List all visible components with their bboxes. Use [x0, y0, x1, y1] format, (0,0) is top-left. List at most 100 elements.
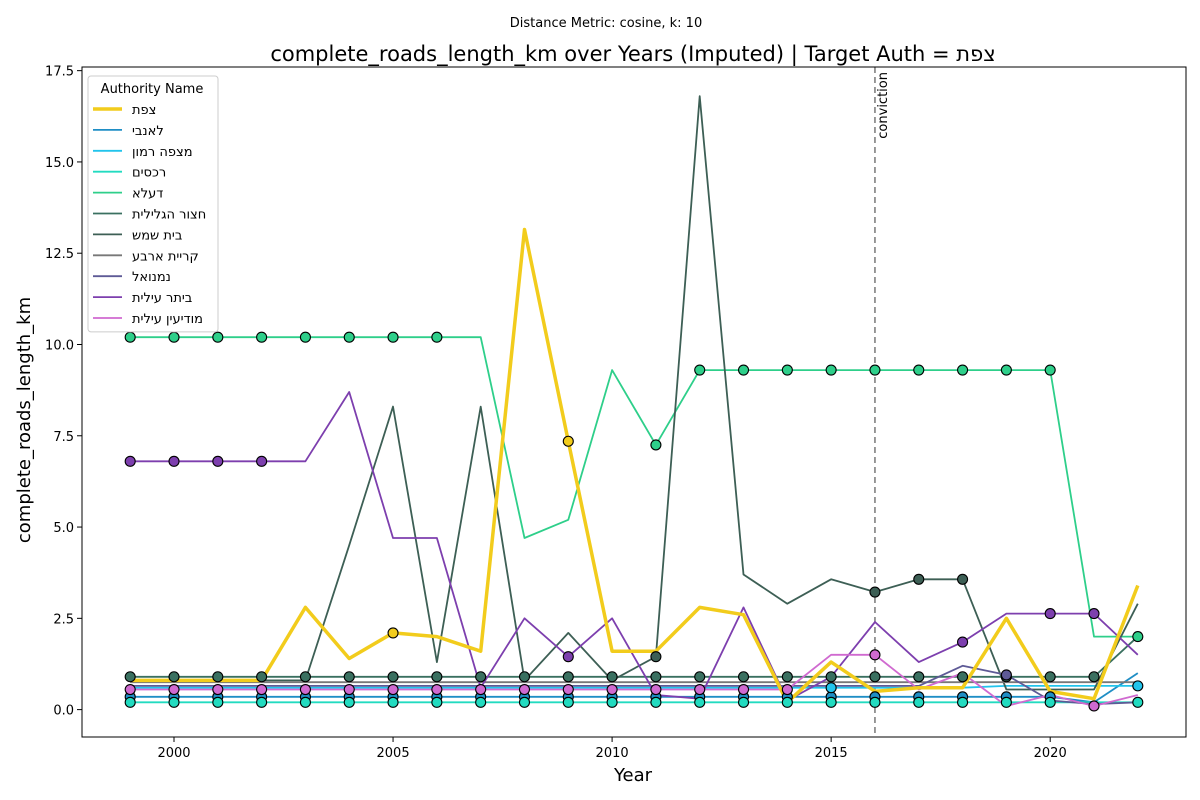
y-tick-label-6: 15.0	[45, 156, 74, 171]
imputed-point-10-2016	[869, 649, 881, 661]
imputed-point-4-2013	[737, 364, 750, 376]
imputed-point-3-2002	[256, 696, 268, 708]
imputed-point-10-2012	[694, 683, 706, 696]
imputed-point-3-2016	[869, 696, 881, 708]
series-line-6	[130, 95, 1139, 691]
legend-entry-3: רכסים	[132, 166, 166, 181]
imputed-point-5-2003	[299, 671, 311, 683]
imputed-point-10-2005	[387, 683, 399, 696]
imputed-point-6-2017	[913, 573, 925, 585]
imputed-point-4-2015	[825, 364, 837, 376]
imputed-point-10-2006	[431, 683, 443, 696]
imputed-point-3-2010	[606, 696, 618, 708]
imputed-point-4-2016	[869, 364, 881, 376]
imputed-point-9-2000	[168, 455, 180, 467]
imputed-point-3-2003	[299, 696, 311, 708]
imputed-point-10-2021	[1088, 700, 1100, 712]
imputed-point-3-2011	[650, 696, 662, 708]
imputed-point-10-1999	[124, 683, 136, 696]
legend-entry-5: חצור הגלילית	[132, 208, 206, 223]
imputed-point-10-2000	[168, 683, 180, 696]
series-line-9	[130, 391, 1139, 702]
series-line-2	[130, 685, 1138, 689]
series-line-8	[130, 664, 1138, 705]
x-tick-label-2005: 2005	[377, 746, 410, 761]
y-tick-label-3: 7.5	[53, 430, 74, 445]
imputed-point-5-2005	[387, 671, 399, 683]
conviction-label: conviction	[876, 72, 891, 139]
imputed-point-10-2014	[781, 683, 793, 696]
y-tick-label-1: 2.5	[53, 612, 74, 627]
imputed-point-5-2009	[562, 671, 574, 683]
imputed-point-5-2018	[957, 671, 969, 683]
imputed-point-9-2021	[1088, 608, 1100, 620]
imputed-point-2-2015	[825, 682, 837, 694]
x-tick-label-2010: 2010	[596, 746, 629, 761]
plot-area: conviction	[82, 67, 1186, 737]
imputed-point-3-2019	[1000, 696, 1012, 708]
x-axis-label: Year	[613, 765, 653, 786]
legend-entry-8: נמנואל	[132, 270, 171, 285]
chart-suptitle: Distance Metric: cosine, k: 10	[510, 16, 702, 31]
imputed-point-9-1999	[124, 455, 136, 467]
legend-box	[87, 75, 219, 333]
plot-background	[82, 67, 1186, 737]
imputed-point-5-2000	[168, 671, 180, 683]
imputed-point-3-2013	[737, 696, 750, 708]
imputed-point-4-2001	[212, 331, 224, 343]
plot-frame	[81, 66, 1187, 738]
imputed-point-0-2009	[562, 435, 574, 447]
imputed-point-10-2013	[737, 683, 750, 696]
y-tick-label-5: 12.5	[45, 247, 74, 262]
imputed-point-10-2001	[212, 683, 224, 696]
imputed-point-5-2013	[737, 671, 750, 683]
imputed-point-5-2008	[518, 671, 531, 683]
imputed-point-3-2015	[825, 696, 837, 708]
series-line-4	[130, 336, 1138, 638]
imputed-point-3-2018	[957, 696, 969, 708]
legend-entry-6: בית שמש	[132, 228, 182, 243]
imputed-point-3-2009	[562, 696, 574, 708]
imputed-point-3-2012	[694, 696, 706, 708]
imputed-point-6-2018	[957, 573, 969, 585]
y-axis-label: complete_roads_length_km	[14, 297, 35, 543]
x-tick-label-2020: 2020	[1034, 746, 1067, 761]
legend-entry-4: דעלא	[132, 187, 163, 202]
imputed-point-3-2005	[387, 696, 399, 708]
imputed-point-9-2018	[957, 636, 969, 648]
imputed-point-5-2016	[869, 671, 881, 683]
imputed-point-2-2022	[1132, 680, 1144, 692]
imputed-point-5-2002	[256, 671, 268, 683]
y-tick-label-0: 0.0	[53, 704, 74, 719]
imputed-point-6-2011	[650, 651, 662, 663]
imputed-point-4-2000	[168, 331, 180, 343]
imputed-point-3-2006	[431, 696, 443, 708]
chart-title: complete_roads_length_km over Years (Imp…	[270, 42, 995, 67]
legend-title: Authority Name	[101, 82, 204, 97]
imputed-point-10-2007	[475, 683, 487, 696]
imputed-point-6-2016	[869, 586, 881, 598]
imputed-point-5-2001	[212, 671, 224, 683]
imputed-point-5-2015	[825, 671, 837, 683]
imputed-point-4-2020	[1044, 364, 1056, 376]
imputed-point-3-2017	[913, 696, 925, 708]
x-tick-label-2015: 2015	[815, 746, 848, 761]
imputed-point-5-2012	[694, 671, 706, 683]
imputed-point-4-2022	[1132, 631, 1144, 643]
imputed-point-9-2002	[256, 455, 268, 467]
legend-entry-1: לאנבי	[132, 124, 164, 139]
x-tick-label-2000: 2000	[157, 746, 190, 761]
imputed-point-3-1999	[124, 696, 136, 708]
imputed-point-5-2020	[1044, 671, 1056, 683]
imputed-point-4-2003	[299, 331, 311, 343]
imputed-point-5-2007	[475, 671, 487, 683]
series-line-1	[130, 672, 1139, 704]
imputed-point-4-2014	[781, 364, 793, 376]
imputed-point-5-2017	[913, 671, 925, 683]
legend-entry-10: מודיעין עילית	[132, 312, 203, 327]
imputed-point-5-2006	[431, 671, 443, 683]
legend: Authority Name צפת לאנבי מצפה רמון רכסים דעל…	[87, 75, 219, 333]
imputed-point-4-2005	[387, 331, 399, 343]
imputed-point-3-2008	[518, 696, 531, 708]
imputed-point-10-2009	[562, 683, 574, 696]
